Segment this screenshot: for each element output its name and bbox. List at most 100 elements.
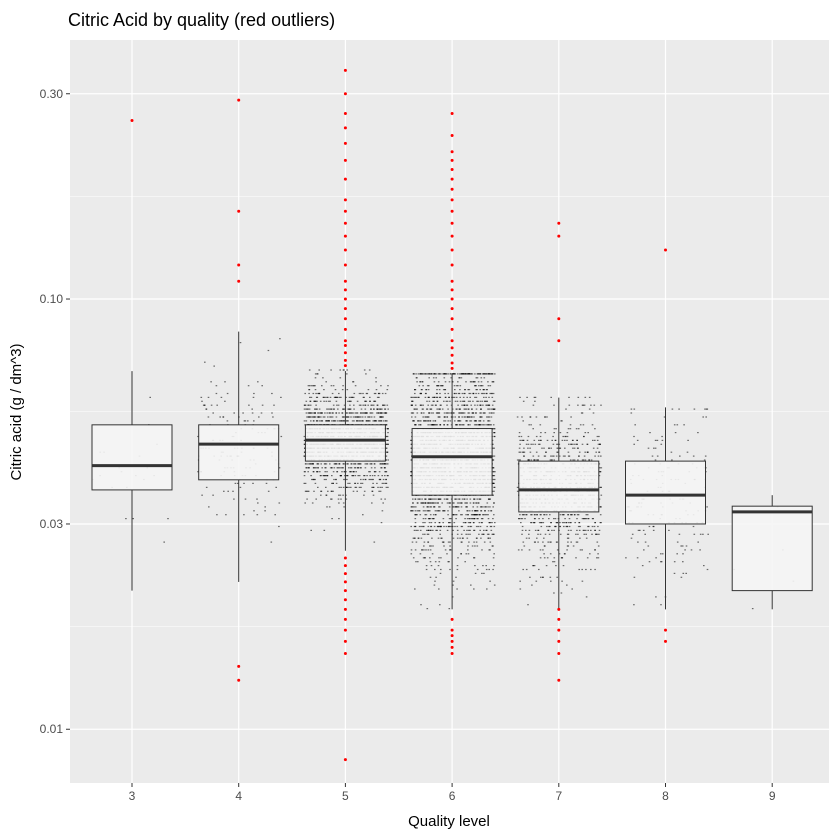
data-point [590,529,592,531]
data-point [556,447,558,449]
data-point [486,400,488,402]
data-point [549,514,551,516]
data-point [462,522,465,524]
data-point [414,588,416,590]
data-point [427,389,430,391]
data-point [317,463,320,465]
data-point [479,412,481,414]
data-point [441,408,444,410]
data-point [448,522,450,524]
data-point [568,404,571,406]
data-point [480,385,482,387]
data-point [361,416,364,418]
data-point [226,420,229,422]
data-point [455,576,457,578]
data-point [422,404,424,406]
data-point [328,412,331,414]
data-point [410,506,413,508]
data-point [469,502,472,504]
data-point [487,381,489,383]
data-point [469,396,471,398]
data-point [475,385,477,387]
data-point [583,455,586,457]
data-point [599,443,601,445]
data-point [454,514,457,516]
data-point [325,494,328,496]
data-point [571,514,573,516]
data-point [326,412,328,414]
data-point [429,424,431,426]
data-point [581,443,584,445]
data-point [256,498,258,500]
data-point [478,385,480,387]
data-point [429,510,431,512]
data-point [564,435,566,438]
data-point [341,389,344,391]
data-point [414,392,416,395]
data-point [450,424,453,426]
data-point [354,486,357,488]
data-point [479,389,481,391]
data-point [439,396,442,398]
data-point [593,525,596,528]
data-point [458,373,461,375]
data-point [692,525,695,528]
data-point [360,416,362,418]
data-point [371,404,374,406]
data-point [586,557,589,559]
data-point [303,475,306,477]
data-point [445,412,448,414]
data-point [590,404,592,406]
data-point [565,408,567,410]
data-point [313,490,315,492]
data-point [444,373,446,375]
data-point [435,502,437,504]
data-point [491,404,494,406]
data-point [424,557,426,559]
data-point [251,412,254,414]
iqr-box [91,424,173,491]
data-point [469,518,471,520]
data-point [326,420,328,422]
data-point [429,408,431,410]
data-point [313,416,316,418]
data-point [446,400,449,402]
data-point [492,475,495,477]
data-point [518,459,520,461]
data-point [548,525,550,528]
data-point [423,420,425,422]
data-point [357,467,360,469]
data-point [372,478,374,481]
data-point [333,467,336,469]
data-point [307,463,309,465]
data-point [318,420,321,422]
data-point [325,381,327,383]
outlier-point [343,589,347,593]
data-point [464,561,466,563]
data-point [570,541,572,543]
data-point [307,467,309,469]
data-point [550,580,552,582]
data-point [566,439,568,441]
data-point [595,451,597,453]
data-point [331,467,333,469]
data-point [441,537,443,539]
data-point [493,408,496,410]
data-point [518,435,520,438]
data-point [434,420,437,422]
data-point [333,408,335,410]
data-point [461,498,464,500]
data-point [413,408,415,410]
data-point [362,514,364,516]
data-point [433,525,436,528]
data-point [380,385,382,387]
data-point [636,557,639,559]
data-point [429,373,431,375]
data-point [567,451,570,453]
data-point [347,400,349,402]
data-point [352,416,355,418]
data-point [455,408,457,410]
data-point [569,424,572,426]
data-point [449,400,451,402]
data-point [427,525,430,528]
